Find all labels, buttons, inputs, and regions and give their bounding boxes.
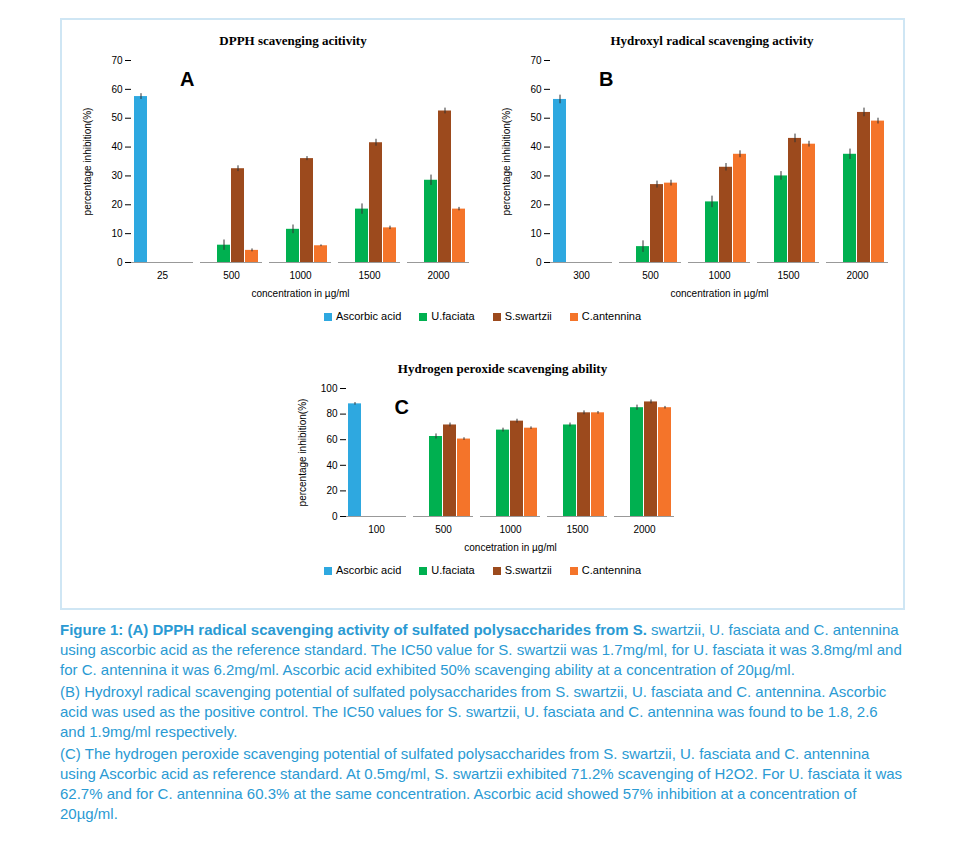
html-text:U.faciata: U.faciata [431, 564, 475, 576]
html-text:A: A [180, 68, 195, 90]
html-text:S.swartzii: S.swartzii [504, 310, 552, 322]
svg-text:40: 40 [530, 141, 542, 152]
html-text:Ascorbic acid: Ascorbic acid [335, 310, 402, 322]
svg-text:50: 50 [530, 112, 542, 123]
svg-text:2000: 2000 [427, 270, 450, 281]
svg-text:20: 20 [326, 485, 338, 496]
svg-text:percentage inhibition(%): percentage inhibition(%) [501, 108, 512, 216]
svg-text:500: 500 [223, 270, 240, 281]
html-text:S.swartzii: S.swartzii [504, 564, 552, 576]
html-text:Hydroxyl radical scavenging ac: Hydroxyl radical scavenging activity [610, 33, 814, 48]
svg-text:500: 500 [642, 270, 659, 281]
html-text:U.faciata: U.faciata [431, 310, 475, 322]
svg-text:0: 0 [331, 511, 337, 522]
svg-text:0: 0 [117, 257, 123, 268]
svg-text:80: 80 [326, 408, 338, 419]
svg-text:40: 40 [111, 141, 123, 152]
html-text:C.antennina: C.antennina [581, 310, 642, 322]
html-text:Ascorbic acid: Ascorbic acid [335, 564, 402, 576]
svg-text:60: 60 [111, 84, 123, 95]
svg-text:concetration in µg/ml: concetration in µg/ml [464, 542, 556, 553]
svg-text:1500: 1500 [566, 524, 589, 535]
html-text:(C) The hydrogen peroxide scav: (C) The hydrogen peroxide scavenging pot… [60, 745, 903, 822]
html-text:DPPH scavenging acitivity: DPPH scavenging acitivity [219, 33, 367, 48]
svg-text:60: 60 [326, 434, 338, 445]
svg-text:1500: 1500 [358, 270, 381, 281]
svg-text:30: 30 [530, 170, 542, 181]
svg-text:70: 70 [111, 55, 123, 66]
svg-text:10: 10 [111, 228, 123, 239]
html-text:Figure 1: (A) DPPH radical sca: Figure 1: (A) DPPH radical scavenging ac… [60, 621, 902, 678]
svg-text:50: 50 [111, 112, 123, 123]
svg-text:concentration in µg/ml: concentration in µg/ml [251, 288, 349, 299]
svg-text:percentage inhibition(%): percentage inhibition(%) [82, 108, 93, 216]
svg-text:concentration in µg/ml: concentration in µg/ml [670, 288, 768, 299]
svg-text:500: 500 [435, 524, 452, 535]
svg-text:1500: 1500 [777, 270, 800, 281]
svg-text:40: 40 [326, 460, 338, 471]
svg-text:0: 0 [536, 257, 542, 268]
svg-text:20: 20 [111, 199, 123, 210]
svg-text:100: 100 [368, 524, 385, 535]
html-text:C: C [394, 396, 409, 418]
svg-text:10: 10 [530, 228, 542, 239]
html-text:B: B [599, 68, 614, 90]
svg-text:2000: 2000 [846, 270, 869, 281]
html-text:Hydrogen peroxide scavenging a: Hydrogen peroxide scavenging ability [397, 361, 608, 376]
svg-text:70: 70 [530, 55, 542, 66]
svg-text:1000: 1000 [289, 270, 312, 281]
html-text:(B) Hydroxyl radical scavengin: (B) Hydroxyl radical scavenging potentia… [60, 683, 887, 740]
svg-text:60: 60 [530, 84, 542, 95]
svg-text:20: 20 [530, 199, 542, 210]
svg-text:2000: 2000 [633, 524, 656, 535]
svg-text:300: 300 [573, 270, 590, 281]
svg-text:1000: 1000 [708, 270, 731, 281]
svg-text:25: 25 [157, 270, 169, 281]
svg-text:30: 30 [111, 170, 123, 181]
html-text:C.antennina: C.antennina [581, 564, 642, 576]
svg-text:percentage inhibition(%): percentage inhibition(%) [296, 399, 307, 507]
svg-text:1000: 1000 [499, 524, 522, 535]
svg-text:100: 100 [320, 383, 337, 394]
